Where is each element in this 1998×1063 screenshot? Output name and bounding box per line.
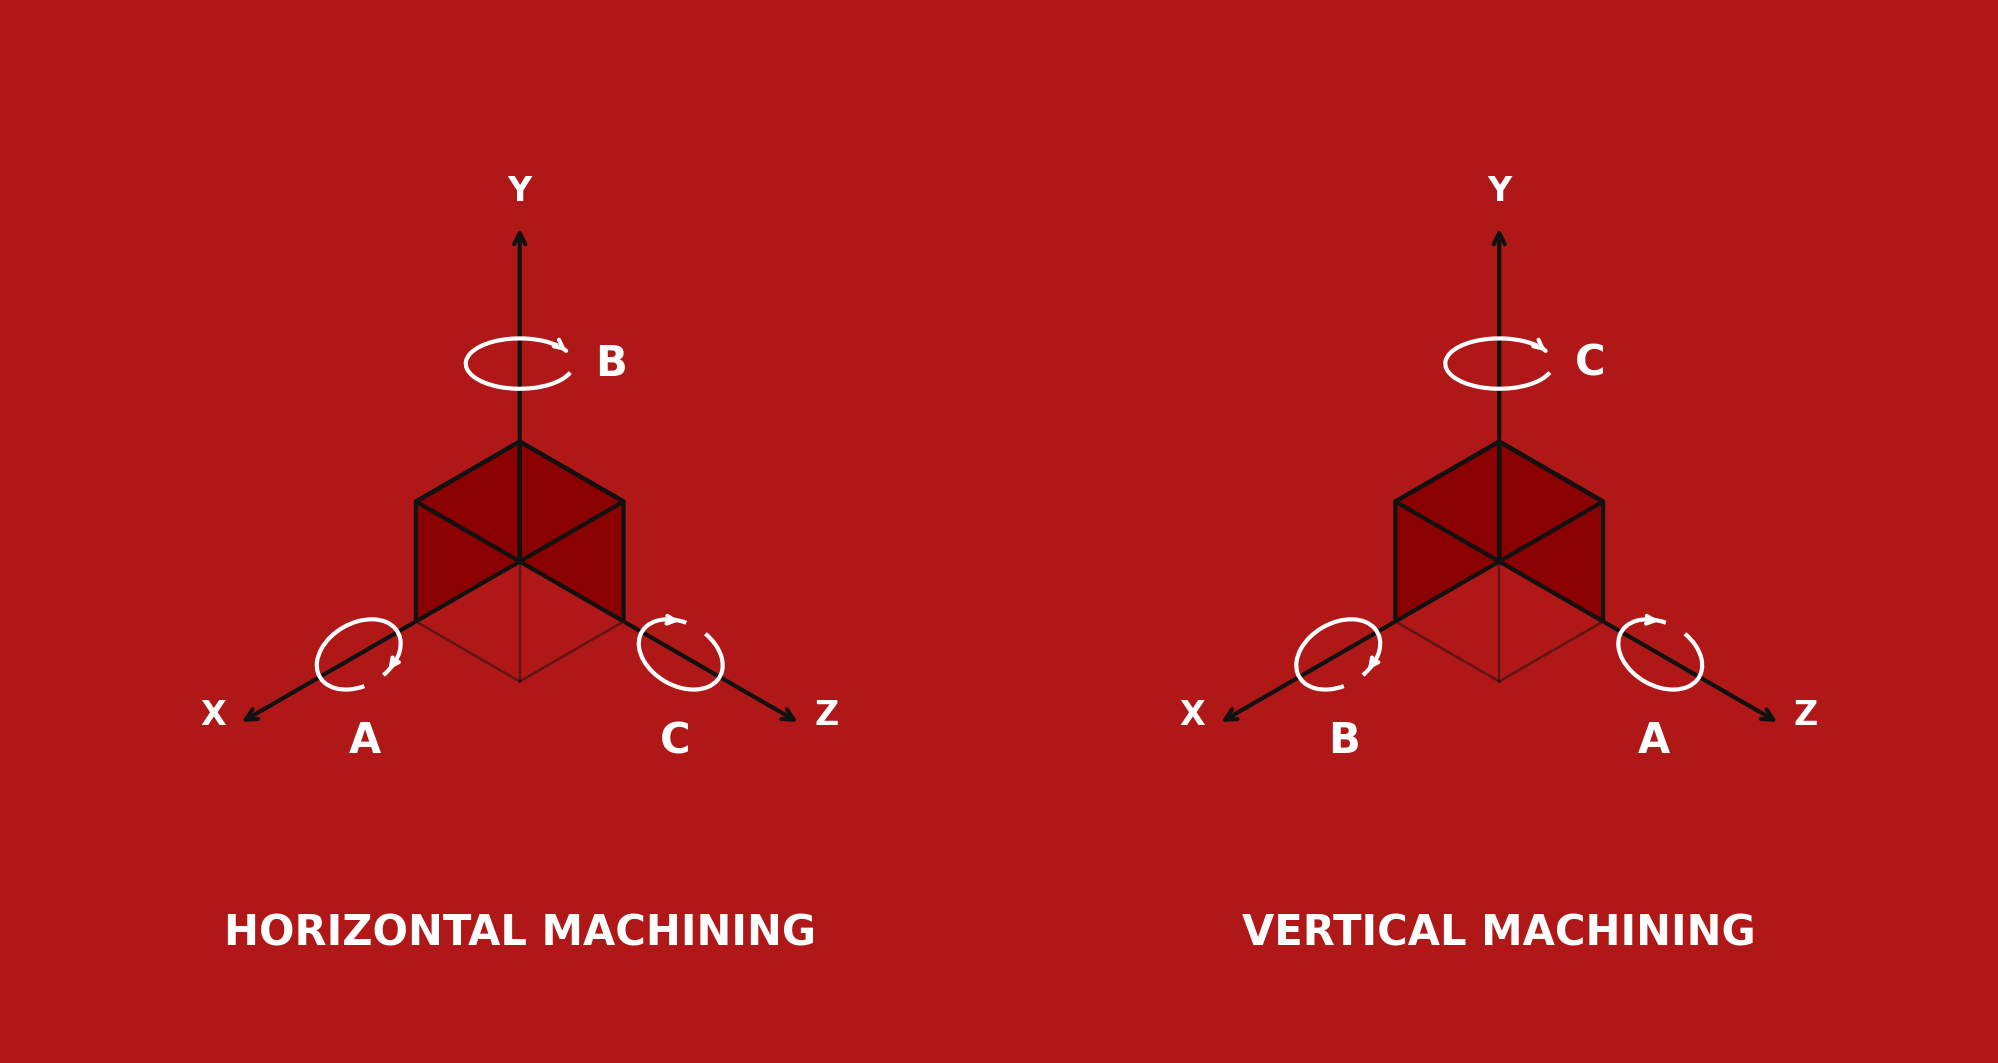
Text: X: X <box>200 698 226 731</box>
Text: C: C <box>659 721 689 762</box>
Text: HORIZONTAL MACHINING: HORIZONTAL MACHINING <box>224 912 815 955</box>
Text: Z: Z <box>813 698 839 731</box>
Text: Z: Z <box>1792 698 1818 731</box>
Polygon shape <box>416 441 623 561</box>
Text: X: X <box>1179 698 1205 731</box>
Text: VERTICAL MACHINING: VERTICAL MACHINING <box>1241 912 1756 955</box>
Text: Y: Y <box>1487 174 1510 207</box>
Text: A: A <box>1636 721 1670 762</box>
Polygon shape <box>1395 441 1602 561</box>
Polygon shape <box>519 441 623 622</box>
Text: A: A <box>348 721 382 762</box>
Polygon shape <box>1395 441 1498 622</box>
Text: B: B <box>595 342 627 385</box>
Text: B: B <box>1329 721 1359 762</box>
Polygon shape <box>1498 441 1602 622</box>
Text: Y: Y <box>507 174 531 207</box>
Text: C: C <box>1574 342 1604 385</box>
Polygon shape <box>416 441 519 622</box>
